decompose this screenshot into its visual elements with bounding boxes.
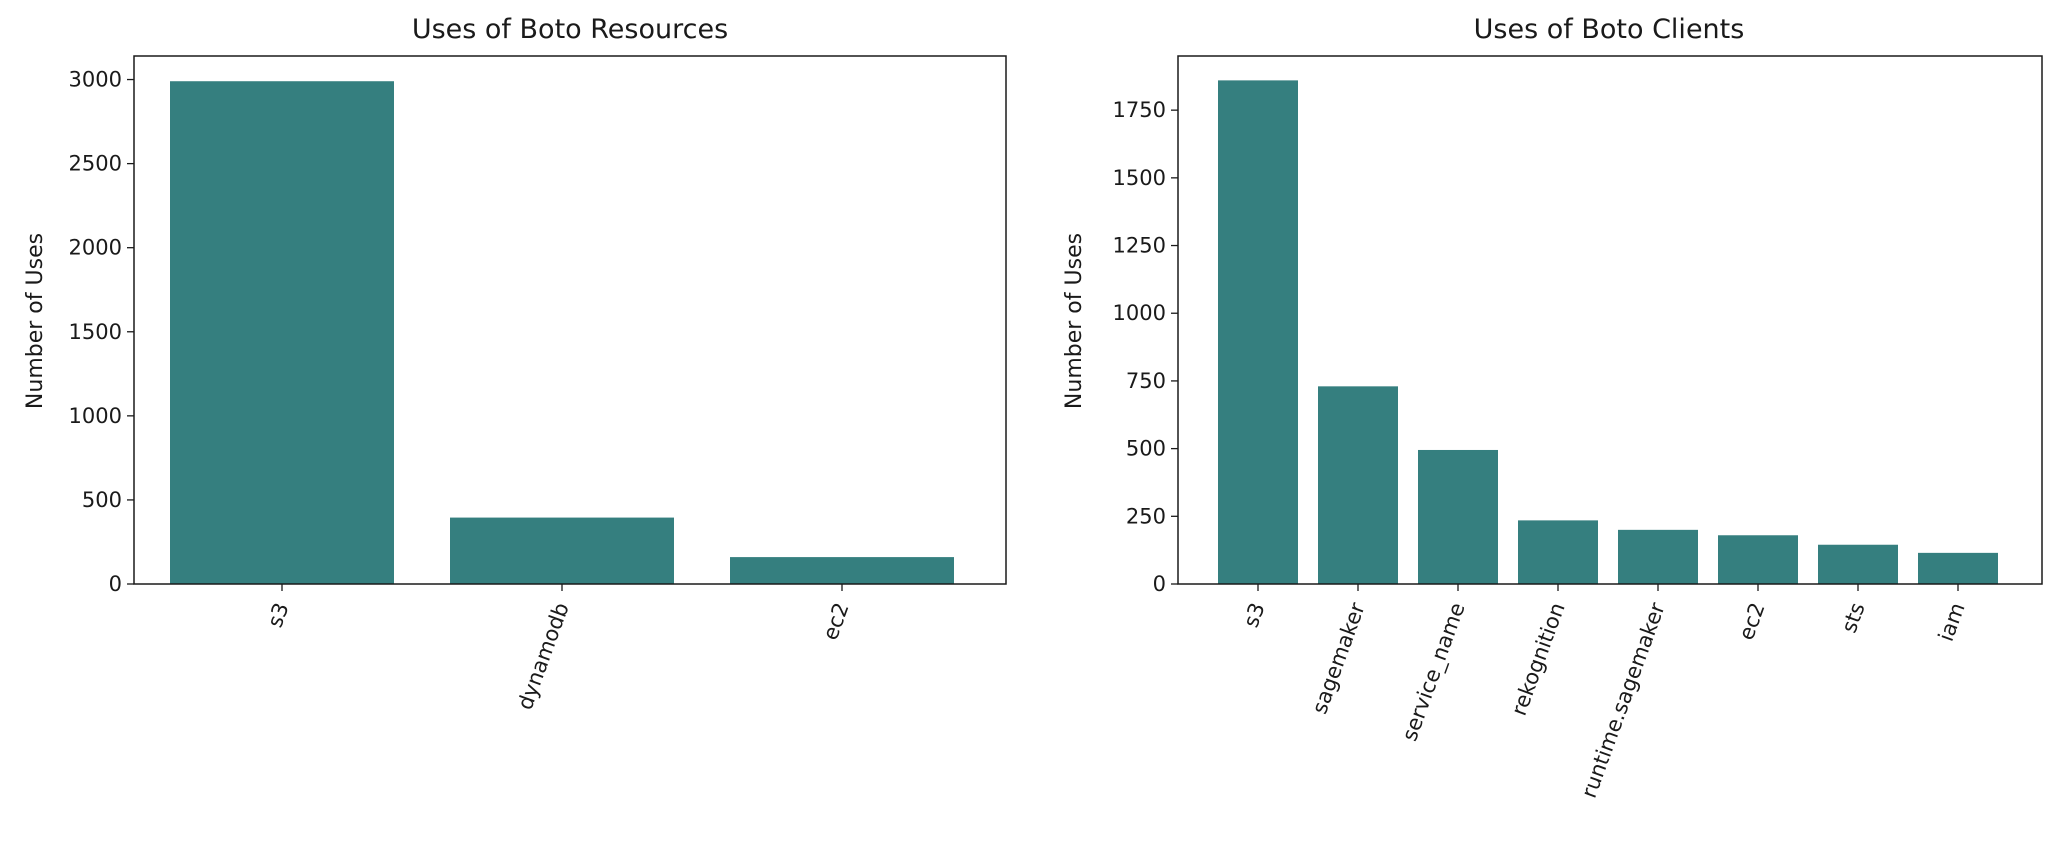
- resources-x-tick-label: s3: [263, 600, 294, 631]
- clients-x-tick-label: iam: [1934, 600, 1970, 645]
- clients-x-tick-label: s3: [1239, 600, 1270, 631]
- clients-chart: Uses of Boto Clients Number of Uses 0 250…: [1062, 14, 2043, 801]
- resources-y-tick-label: 1500: [69, 320, 122, 344]
- clients-bar-service-name: [1418, 449, 1498, 584]
- clients-y-tick-label: 1250: [1113, 234, 1166, 258]
- resources-bar-s3: [170, 81, 394, 584]
- resources-x-ticks: s3 dynamodb ec2: [263, 584, 854, 713]
- resources-y-axis-label: Number of Uses: [23, 233, 48, 409]
- clients-y-tick-label: 1750: [1113, 98, 1166, 122]
- resources-bars: [170, 81, 954, 584]
- resources-y-tick-label: 500: [82, 488, 122, 512]
- clients-plot-frame: [1177, 55, 2043, 585]
- clients-x-ticks: s3 sagemaker service_name rekognition runtim…: [1239, 584, 1970, 801]
- clients-bar-iam: [1918, 552, 1998, 584]
- clients-x-tick-label: rekognition: [1507, 600, 1570, 719]
- clients-y-tick-label: 500: [1126, 437, 1166, 461]
- resources-y-tick-label: 1000: [69, 404, 122, 428]
- resources-bar-ec2: [730, 557, 954, 584]
- clients-y-tick-label: 1000: [1113, 301, 1166, 325]
- resources-plot-frame: [133, 55, 1007, 585]
- clients-bar-rekognition: [1518, 520, 1598, 584]
- clients-y-axis-label: Number of Uses: [1062, 233, 1087, 409]
- clients-bar-ec2: [1718, 535, 1798, 584]
- clients-x-tick-label: sts: [1837, 600, 1870, 637]
- clients-x-tick-label: sagemaker: [1307, 599, 1369, 717]
- clients-y-tick-label: 750: [1126, 369, 1166, 393]
- resources-chart-title: Uses of Boto Resources: [412, 14, 728, 45]
- clients-bars: [1218, 80, 1998, 584]
- clients-x-tick-label: runtime.sagemaker: [1577, 599, 1670, 801]
- clients-bar-s3: [1218, 80, 1298, 584]
- clients-chart-title: Uses of Boto Clients: [1474, 14, 1745, 45]
- clients-x-tick-label: ec2: [1734, 600, 1769, 644]
- clients-bar-runtime-sagemaker: [1618, 529, 1698, 584]
- resources-y-tick-label: 0: [109, 572, 122, 596]
- resources-y-tick-label: 2000: [69, 236, 122, 260]
- clients-y-tick-label: 0: [1153, 572, 1166, 596]
- clients-x-tick-label: service_name: [1397, 600, 1470, 745]
- clients-y-tick-label: 1500: [1113, 166, 1166, 190]
- resources-y-ticks: 0 500 1000 1500 2000 2500 3000: [69, 68, 134, 596]
- resources-y-tick-label: 3000: [69, 68, 122, 92]
- clients-bar-sagemaker: [1318, 386, 1398, 584]
- resources-x-tick-label: ec2: [818, 600, 853, 644]
- clients-y-tick-label: 250: [1126, 504, 1166, 528]
- resources-chart: Uses of Boto Resources Number of Uses 0 5…: [23, 14, 1007, 713]
- resources-y-tick-label: 2500: [69, 152, 122, 176]
- clients-bar-sts: [1818, 544, 1898, 584]
- clients-y-ticks: 0 250 500 750 1000 1250 1500 1750: [1113, 98, 1178, 596]
- resources-x-tick-label: dynamodb: [513, 600, 574, 713]
- resources-bar-dynamodb: [450, 517, 674, 584]
